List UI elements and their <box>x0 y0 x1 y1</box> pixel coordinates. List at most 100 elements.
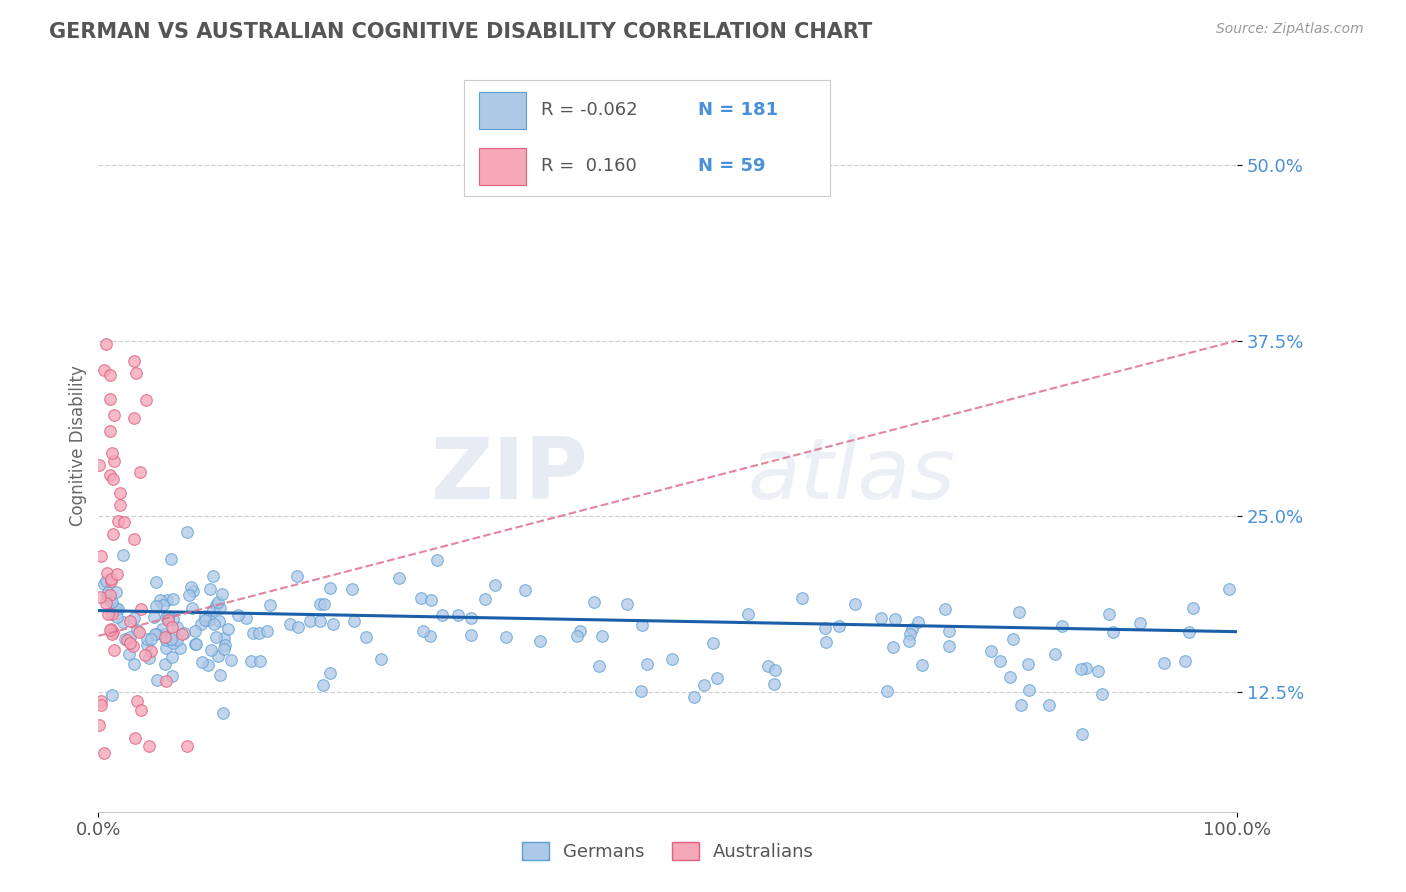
Point <box>115 633 138 648</box>
Point <box>226 608 249 623</box>
Point <box>169 640 191 655</box>
Point <box>87 718 110 732</box>
Point <box>446 607 468 622</box>
Point <box>1007 605 1029 619</box>
Point <box>430 608 453 623</box>
Point <box>101 526 124 541</box>
Point <box>682 690 704 704</box>
Point <box>97 607 120 621</box>
Point <box>205 631 228 645</box>
Point <box>792 591 814 606</box>
Point <box>636 657 658 671</box>
Point <box>322 616 344 631</box>
Point <box>160 669 183 683</box>
Point <box>204 598 226 612</box>
Point <box>176 525 198 540</box>
Point <box>312 678 335 692</box>
Point <box>474 592 496 607</box>
Point <box>1087 664 1109 678</box>
Point <box>94 596 117 610</box>
Point <box>103 642 125 657</box>
Point <box>159 552 181 566</box>
Point <box>90 694 112 708</box>
Point <box>129 465 152 479</box>
Point <box>181 601 204 615</box>
Point <box>460 610 482 624</box>
Point <box>409 591 432 606</box>
Point <box>319 581 342 595</box>
Point <box>155 641 177 656</box>
FancyBboxPatch shape <box>478 92 526 129</box>
Point <box>122 639 145 653</box>
Point <box>484 578 506 592</box>
Point <box>898 627 921 641</box>
Point <box>186 637 208 651</box>
Point <box>98 425 121 439</box>
Point <box>179 589 201 603</box>
Point <box>128 625 150 640</box>
Point <box>208 601 231 615</box>
Point <box>239 654 262 668</box>
Point <box>247 625 270 640</box>
Point <box>98 593 121 607</box>
Point <box>101 626 124 640</box>
Point <box>153 627 176 641</box>
Point <box>1018 682 1040 697</box>
Point <box>309 597 332 611</box>
Point <box>172 627 194 641</box>
Point <box>883 612 905 626</box>
Point <box>249 654 271 668</box>
Point <box>101 607 124 621</box>
Point <box>162 612 184 626</box>
Point <box>98 368 121 382</box>
Point <box>869 611 891 625</box>
Point <box>907 615 929 629</box>
Point <box>1178 624 1201 639</box>
Point <box>876 683 898 698</box>
Point <box>139 632 162 646</box>
Point <box>96 574 118 588</box>
Point <box>129 602 152 616</box>
Text: R = -0.062: R = -0.062 <box>541 102 637 120</box>
Point <box>112 615 135 629</box>
Point <box>103 408 125 422</box>
Point <box>200 643 222 657</box>
Point <box>108 498 131 512</box>
Point <box>155 657 177 672</box>
Point <box>706 671 728 685</box>
Point <box>191 656 214 670</box>
Point <box>828 619 851 633</box>
Text: atlas: atlas <box>748 434 956 516</box>
Point <box>1098 607 1121 621</box>
Point <box>100 574 122 588</box>
Point <box>212 631 235 645</box>
Text: GERMAN VS AUSTRALIAN COGNITIVE DISABILITY CORRELATION CHART: GERMAN VS AUSTRALIAN COGNITIVE DISABILIT… <box>49 22 873 42</box>
Point <box>426 552 449 566</box>
Point <box>122 611 145 625</box>
Point <box>692 678 714 692</box>
Point <box>582 595 605 609</box>
Point <box>202 603 225 617</box>
Point <box>136 632 159 646</box>
Point <box>162 591 184 606</box>
Point <box>139 643 162 657</box>
Point <box>118 615 141 629</box>
Point <box>1045 647 1067 661</box>
Point <box>100 445 122 459</box>
Point <box>162 636 184 650</box>
Point <box>342 582 364 596</box>
Point <box>98 468 121 483</box>
Point <box>184 624 207 638</box>
Point <box>998 670 1021 684</box>
Point <box>118 636 141 650</box>
Point <box>1071 727 1094 741</box>
Point <box>138 739 160 753</box>
Point <box>938 640 960 654</box>
Point <box>153 631 176 645</box>
Point <box>420 593 443 607</box>
Point <box>212 706 235 720</box>
Point <box>934 602 956 616</box>
Point <box>1091 687 1114 701</box>
Point <box>460 628 482 642</box>
Point <box>107 602 129 616</box>
